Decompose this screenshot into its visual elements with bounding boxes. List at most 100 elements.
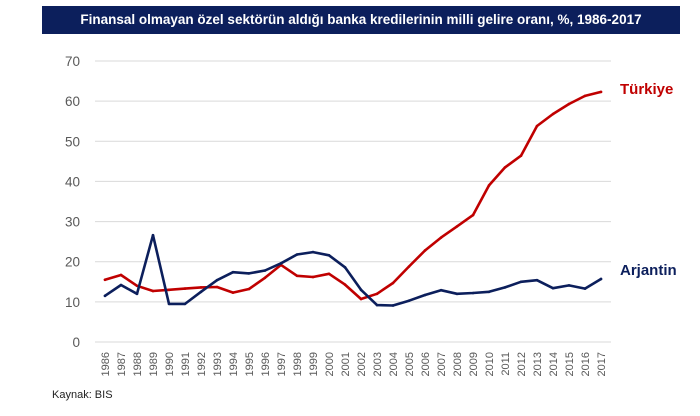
x-tick-label: 2013 xyxy=(532,352,544,376)
data-point xyxy=(407,299,411,302)
data-point xyxy=(263,269,267,272)
data-point xyxy=(215,285,219,289)
data-point xyxy=(295,274,299,278)
chart-title-bar: Finansal olmayan özel sektörün aldığı ba… xyxy=(42,6,680,34)
x-tick-label: 1998 xyxy=(292,352,304,376)
series-line-arjantin xyxy=(103,233,603,307)
data-point xyxy=(439,236,443,239)
data-point xyxy=(599,277,603,281)
x-axis-tick-labels: 1986 1987 1988 1989 1990 1991 1992 1993 1994 1995… xyxy=(100,352,608,376)
x-tick-label: 2016 xyxy=(580,352,592,376)
series-label-arjantin: Arjantin xyxy=(620,262,677,279)
y-tick-label: 30 xyxy=(65,215,80,230)
series-lines xyxy=(103,90,603,307)
series-label-turkiye: Türkiye xyxy=(620,81,673,98)
data-point xyxy=(167,288,171,292)
data-point xyxy=(311,250,315,254)
data-point xyxy=(567,102,571,106)
data-point xyxy=(519,280,523,284)
x-tick-label: 2017 xyxy=(596,352,608,376)
x-tick-label: 1995 xyxy=(244,352,256,376)
data-point xyxy=(199,286,203,289)
data-point xyxy=(199,290,203,294)
x-tick-label: 1996 xyxy=(260,352,272,376)
data-point xyxy=(263,276,267,280)
data-point xyxy=(567,284,571,287)
data-point xyxy=(119,283,123,287)
x-tick-label: 1992 xyxy=(196,352,208,376)
data-point xyxy=(551,112,555,116)
series-labels: Türkiye Arjantin xyxy=(620,81,677,279)
data-point xyxy=(215,278,219,282)
grid-lines xyxy=(95,60,611,343)
x-tick-label: 1997 xyxy=(276,352,288,376)
data-point xyxy=(471,291,475,295)
x-tick-label: 2000 xyxy=(324,352,336,376)
x-tick-label: 1991 xyxy=(180,352,192,376)
data-point xyxy=(375,292,379,296)
data-point xyxy=(103,278,107,282)
data-point xyxy=(391,304,395,307)
data-point xyxy=(119,273,123,277)
x-tick-label: 2001 xyxy=(340,352,352,376)
data-point xyxy=(343,266,347,269)
data-point xyxy=(487,184,491,187)
data-point xyxy=(519,154,523,158)
data-point xyxy=(599,90,603,94)
x-tick-label: 2004 xyxy=(388,352,400,376)
data-point xyxy=(247,272,251,275)
data-point xyxy=(359,288,363,292)
data-point xyxy=(535,124,539,128)
y-tick-label: 50 xyxy=(65,134,80,149)
source-note: Kaynak: BIS xyxy=(52,389,113,401)
data-point xyxy=(391,281,395,285)
x-tick-label: 1988 xyxy=(132,352,144,376)
x-tick-label: 2007 xyxy=(436,352,448,376)
x-tick-label: 2002 xyxy=(356,352,368,376)
data-point xyxy=(487,290,491,294)
x-tick-label: 2009 xyxy=(468,352,480,376)
x-tick-label: 1987 xyxy=(116,352,128,376)
y-tick-label: 0 xyxy=(72,335,80,350)
data-point xyxy=(327,253,331,257)
x-tick-label: 2008 xyxy=(452,352,464,376)
data-point xyxy=(583,94,587,98)
data-point xyxy=(247,287,251,291)
chart-title: Finansal olmayan özel sektörün aldığı ba… xyxy=(80,12,642,27)
data-point xyxy=(455,225,459,228)
x-tick-label: 1999 xyxy=(308,352,320,376)
x-tick-label: 2006 xyxy=(420,352,432,376)
data-point xyxy=(583,287,587,290)
x-tick-label: 1993 xyxy=(212,352,224,376)
data-point xyxy=(471,213,475,217)
x-tick-label: 2003 xyxy=(372,352,384,376)
data-point xyxy=(503,286,507,289)
x-tick-label: 2012 xyxy=(516,352,528,376)
data-point xyxy=(151,289,155,293)
data-point xyxy=(327,272,331,276)
data-point xyxy=(439,288,443,292)
x-tick-label: 2015 xyxy=(564,352,576,376)
y-tick-label: 40 xyxy=(65,174,80,189)
data-point xyxy=(503,166,507,169)
data-point xyxy=(231,291,235,294)
data-point xyxy=(279,262,283,265)
y-tick-label: 20 xyxy=(65,255,80,270)
y-tick-label: 70 xyxy=(65,54,80,69)
data-point xyxy=(551,286,555,290)
data-point xyxy=(375,303,379,307)
y-axis-tick-labels: 0 10 20 30 40 50 60 70 xyxy=(65,54,80,350)
x-tick-label: 1989 xyxy=(148,352,160,376)
y-tick-label: 10 xyxy=(65,295,80,310)
data-point xyxy=(167,302,171,306)
data-point xyxy=(103,294,107,298)
data-point xyxy=(535,278,539,282)
y-tick-label: 60 xyxy=(65,94,80,109)
x-tick-label: 1986 xyxy=(100,352,112,376)
data-point xyxy=(135,284,139,288)
data-point xyxy=(183,302,187,306)
x-tick-label: 2014 xyxy=(548,352,560,376)
data-point xyxy=(135,292,139,296)
x-tick-label: 1994 xyxy=(228,352,240,376)
